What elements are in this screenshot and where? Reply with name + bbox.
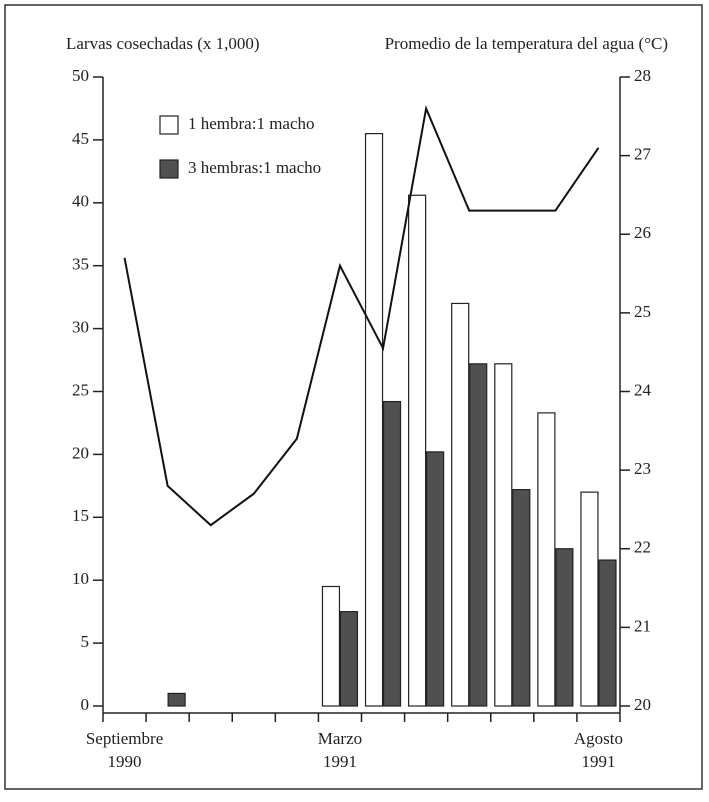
bar xyxy=(555,548,574,707)
y-tick-label: 25 xyxy=(72,380,89,399)
bar xyxy=(364,133,384,707)
temperature-line xyxy=(123,104,600,527)
bar xyxy=(339,611,359,707)
y-tick-label: 10 xyxy=(72,569,89,588)
y2-tick-label: 27 xyxy=(634,145,652,164)
legend-label: 1 hembra:1 macho xyxy=(188,114,315,133)
y-tick-label: 5 xyxy=(81,632,90,651)
bar xyxy=(494,363,513,707)
y-tick-label: 45 xyxy=(72,129,89,148)
bar xyxy=(512,489,531,707)
bar xyxy=(451,302,470,707)
y2-tick-label: 21 xyxy=(634,616,651,635)
bar xyxy=(580,491,599,707)
legend-swatch xyxy=(159,159,179,179)
y-tick-label: 40 xyxy=(72,192,89,211)
y2-tick-label: 23 xyxy=(634,459,651,478)
bar xyxy=(408,194,427,707)
y2-tick-label: 20 xyxy=(634,695,651,714)
y-tick-label: 0 xyxy=(81,695,90,714)
bar xyxy=(426,451,445,707)
y-tick-label: 50 xyxy=(72,66,89,85)
y2-tick-label: 22 xyxy=(634,538,651,557)
bar xyxy=(321,585,341,707)
y2-tick-label: 25 xyxy=(634,302,651,321)
y2-axis-title: Promedio de la temperatura del agua (°C) xyxy=(385,34,668,53)
y-tick-label: 20 xyxy=(72,443,89,462)
x-tick-label: Agosto 1991 xyxy=(573,729,624,771)
bar xyxy=(167,692,186,707)
x-tick-label: Marzo 1991 xyxy=(317,729,363,771)
y2-tick-label: 26 xyxy=(634,223,651,242)
y2-tick-label: 28 xyxy=(634,66,651,85)
frame xyxy=(4,4,703,790)
legend-label: 3 hembras:1 macho xyxy=(188,158,321,177)
y-tick-label: 35 xyxy=(72,255,89,274)
y2-tick-label: 24 xyxy=(634,380,652,399)
x-tick-label: Septiembre 1990 xyxy=(85,729,164,771)
bar xyxy=(469,363,488,707)
bar xyxy=(382,400,402,707)
legend-swatch xyxy=(159,115,179,135)
bar xyxy=(537,412,556,707)
bar xyxy=(598,559,617,707)
y-tick-label: 30 xyxy=(72,318,89,337)
y-tick-label: 15 xyxy=(72,506,89,525)
y-axis-title: Larvas cosechadas (x 1,000) xyxy=(66,34,260,53)
